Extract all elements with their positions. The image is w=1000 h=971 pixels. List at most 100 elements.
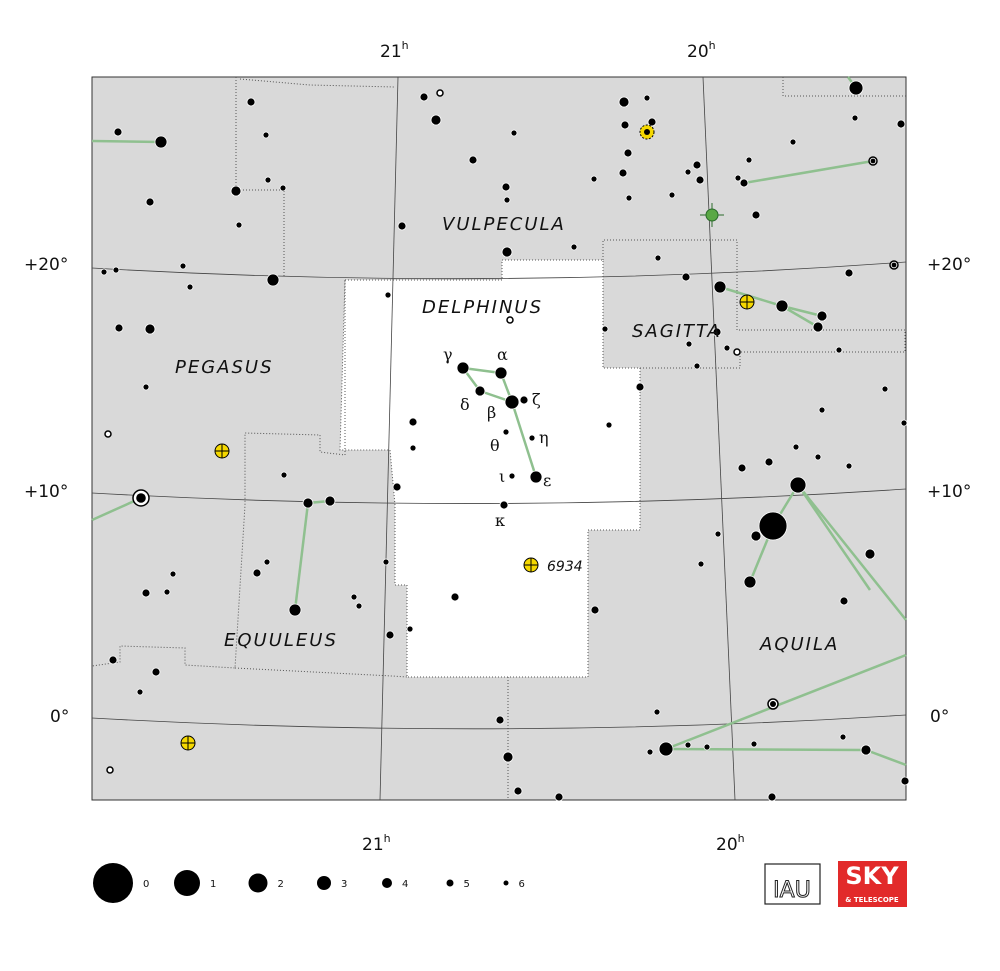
star — [114, 323, 124, 333]
star — [643, 94, 651, 102]
star — [504, 394, 520, 410]
star — [789, 476, 807, 494]
star — [900, 776, 910, 786]
dec-label-right-plus20: +20° — [927, 255, 971, 275]
star — [186, 283, 194, 291]
legend-label-mag-3: 3 — [341, 879, 347, 890]
iau-logo: IAU — [764, 863, 821, 905]
star — [692, 160, 702, 170]
legend-label-mag-6: 6 — [519, 879, 525, 890]
star — [468, 155, 478, 165]
star — [737, 463, 747, 473]
star — [881, 385, 889, 393]
sky-telescope-logo: SKY & TELESCOPE — [838, 861, 907, 907]
legend-label-mag-1: 1 — [210, 879, 216, 890]
ra-21h-line — [379, 76, 399, 801]
dec-label-right-zero: 0° — [930, 707, 949, 727]
star — [723, 344, 731, 352]
star — [554, 792, 564, 802]
star — [697, 560, 705, 568]
star — [703, 743, 711, 751]
star — [620, 120, 630, 130]
constellation-line — [665, 747, 867, 752]
star — [502, 428, 510, 436]
star — [681, 272, 691, 282]
star — [775, 299, 789, 313]
star — [789, 138, 797, 146]
dec-plus10-line — [91, 488, 907, 504]
star — [302, 497, 314, 509]
star — [499, 500, 509, 510]
star — [891, 262, 897, 268]
star — [494, 366, 508, 380]
star — [870, 158, 876, 164]
constellation-line — [865, 748, 907, 767]
star — [450, 592, 460, 602]
ra-label-top-20h: 20h — [687, 39, 716, 62]
star — [230, 185, 242, 197]
star — [658, 741, 674, 757]
star — [529, 470, 543, 484]
magnitude-legend: 0 1 2 3 4 5 6 — [93, 863, 525, 903]
star — [409, 444, 417, 452]
star — [100, 268, 108, 276]
star — [324, 495, 336, 507]
deep-sky-objects — [180, 124, 755, 751]
star — [739, 178, 749, 188]
star — [814, 453, 822, 461]
star — [142, 383, 150, 391]
star — [419, 92, 429, 102]
star — [264, 176, 272, 184]
star — [653, 708, 661, 716]
dec-plus20-line — [91, 261, 907, 280]
constellation-line — [510, 401, 538, 478]
label-delta: δ — [460, 395, 470, 414]
label-gamma: γ — [443, 345, 453, 364]
star — [714, 530, 722, 538]
star — [792, 443, 800, 451]
star — [501, 182, 511, 192]
star — [668, 191, 676, 199]
star — [154, 135, 168, 149]
label-iota: ι — [499, 467, 505, 486]
star — [767, 792, 777, 802]
legend-star-mag-6 — [503, 880, 509, 886]
star — [851, 114, 859, 122]
star — [385, 630, 395, 640]
star — [839, 733, 847, 741]
star — [382, 558, 390, 566]
ra-label-bottom-20h: 20h — [716, 832, 745, 855]
globular-cluster-cross — [740, 295, 754, 309]
star — [510, 129, 518, 137]
star — [280, 471, 288, 479]
constellation-line — [91, 496, 142, 522]
star — [108, 655, 118, 665]
dec-label-left-plus20: +20° — [24, 255, 68, 275]
star — [508, 472, 516, 480]
star — [590, 175, 598, 183]
star — [816, 310, 828, 322]
star — [355, 602, 363, 610]
star — [764, 457, 774, 467]
star — [864, 548, 876, 560]
star — [618, 96, 630, 108]
label-theta: θ — [490, 436, 500, 455]
stars — [100, 80, 910, 802]
variable-star — [506, 316, 514, 324]
legend-label-mag-2: 2 — [278, 879, 284, 890]
dec-label-right-plus10: +10° — [927, 482, 971, 502]
star — [144, 323, 156, 335]
star — [350, 593, 358, 601]
star — [685, 340, 693, 348]
star — [528, 434, 536, 442]
variable-star — [104, 430, 112, 438]
star — [684, 741, 692, 749]
dec-zero-line — [91, 714, 907, 730]
star — [684, 168, 692, 176]
star — [266, 273, 280, 287]
variable-star — [106, 766, 114, 774]
sky-logo-text: SKY — [845, 862, 899, 890]
star — [644, 129, 650, 135]
